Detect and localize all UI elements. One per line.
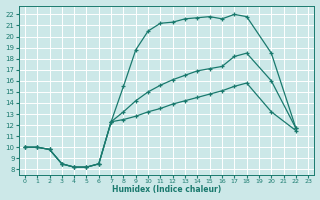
X-axis label: Humidex (Indice chaleur): Humidex (Indice chaleur) [112,185,221,194]
